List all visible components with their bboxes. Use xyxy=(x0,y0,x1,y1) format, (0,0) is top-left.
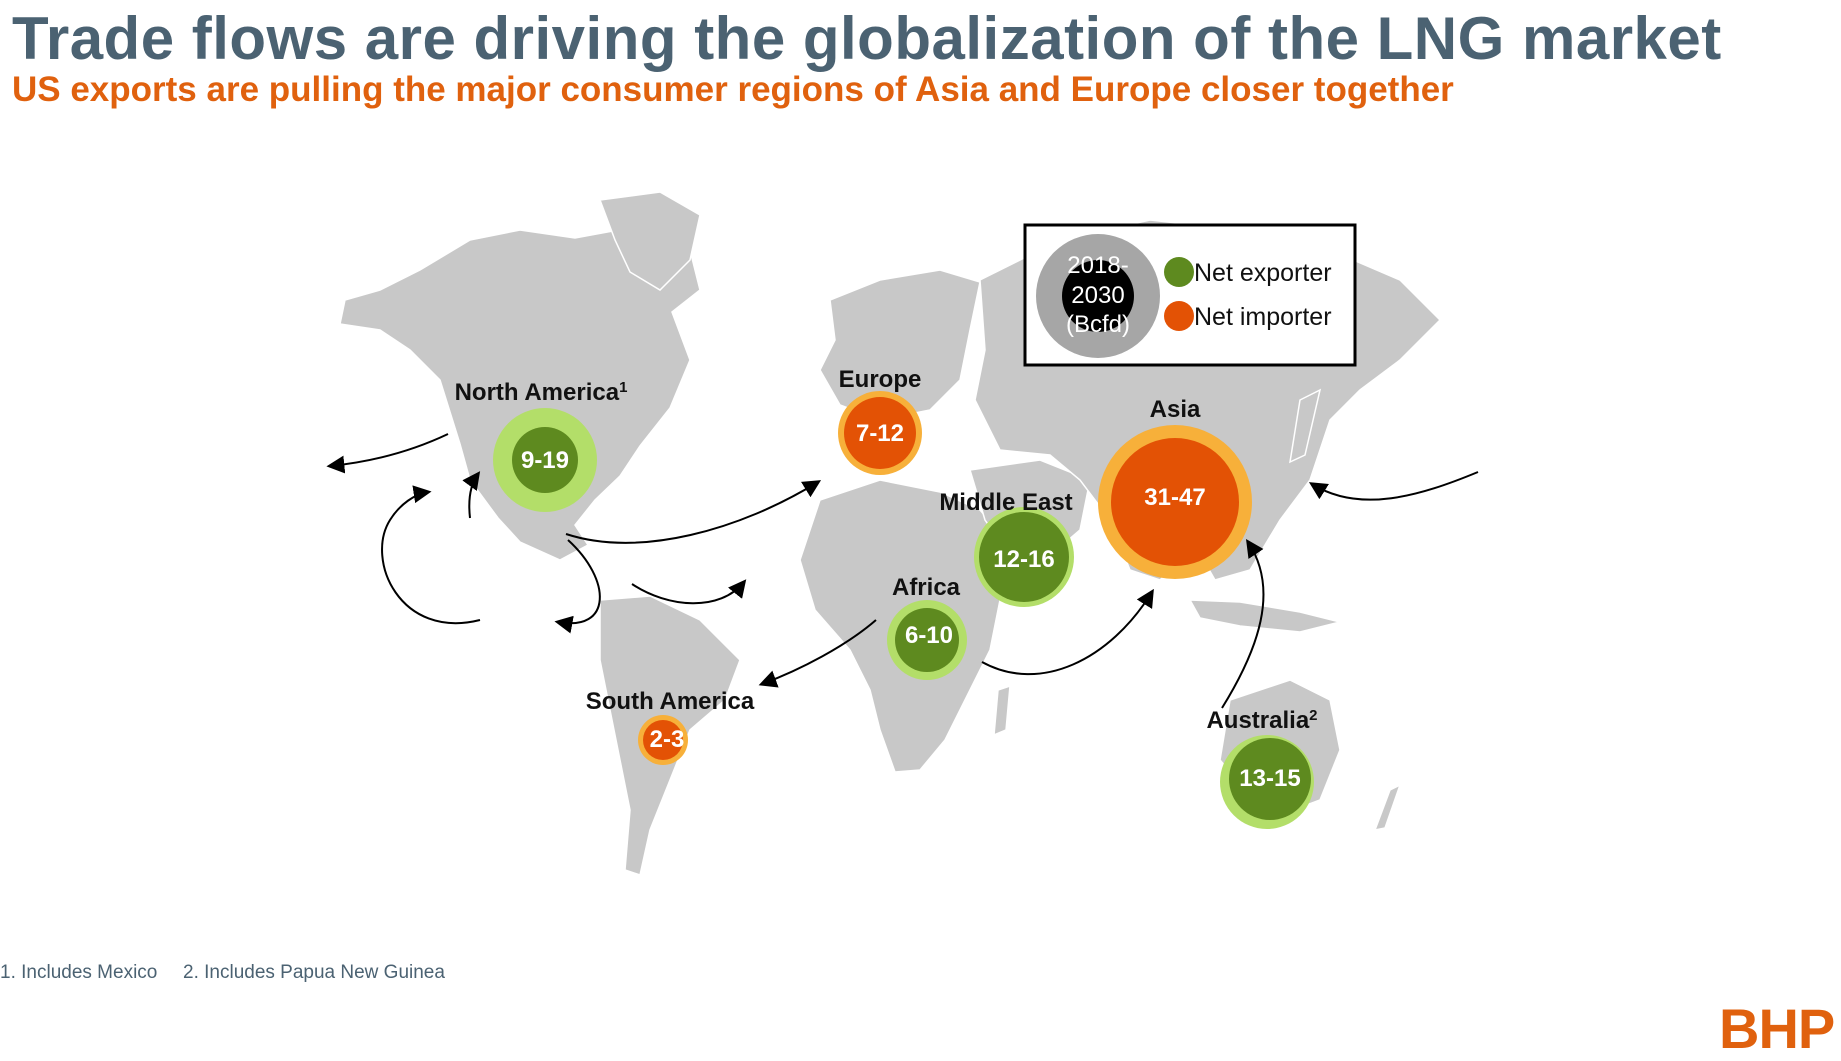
legend-period-line3: (Bcfd) xyxy=(1066,311,1130,338)
region-label: Australia2 xyxy=(1206,707,1317,734)
flow-arrow-us-to-europe xyxy=(565,480,822,544)
region-south-america: 2-3 South America xyxy=(586,688,755,765)
bubble-inner xyxy=(1111,438,1239,566)
page-title: Trade flows are driving the globalizatio… xyxy=(12,5,1722,72)
region-north-america: 9-19 North America1 xyxy=(455,379,628,512)
flow-arrow-us-to-middle-east xyxy=(631,579,747,605)
bubble-value: 7-12 xyxy=(856,420,904,447)
bubble-value: 2-3 xyxy=(650,726,685,753)
indonesia-landmass xyxy=(1188,599,1341,633)
legend-importer-label: Net importer xyxy=(1194,303,1332,331)
bhp-logo: BHP xyxy=(1719,997,1835,1060)
bubble-value: 9-19 xyxy=(521,447,569,474)
region-australia: 13-15 Australia2 xyxy=(1206,707,1318,829)
region-europe: 7-12 Europe xyxy=(838,366,922,475)
bubble-value: 31-47 xyxy=(1144,484,1205,511)
region-asia: 31-47 Asia xyxy=(1098,396,1252,579)
region-label: Asia xyxy=(1150,396,1201,423)
bubble-value: 12-16 xyxy=(993,546,1054,573)
flow-arrow-north-america-up xyxy=(462,471,481,519)
greenland-landmass xyxy=(598,191,701,291)
flow-arrow-africa-to-asia xyxy=(981,588,1154,676)
bubble-inner xyxy=(643,720,683,760)
region-label: Europe xyxy=(839,366,922,393)
flow-arrow-us-to-south-america xyxy=(554,539,601,634)
bubble-inner xyxy=(844,397,916,469)
bubble-inner xyxy=(979,512,1069,602)
north-america-landmass xyxy=(339,225,701,561)
europe-landmass xyxy=(819,269,981,421)
bubble-inner xyxy=(1229,738,1311,820)
region-label: Africa xyxy=(892,574,961,601)
flow-arrow-africa-to-south-america xyxy=(758,619,877,688)
flow-arrow-north-america-loop xyxy=(381,485,481,624)
flow-arrow-pacific-to-asia xyxy=(1308,471,1479,501)
flow-arrow-australia-to-asia xyxy=(1221,539,1265,709)
legend: 2018- 2030 (Bcfd) Net exporter Net impor… xyxy=(1023,223,1357,367)
legend-period-line1: 2018- xyxy=(1067,252,1128,279)
footnote-1: 1. Includes Mexico xyxy=(0,962,158,983)
bubble-inner xyxy=(512,427,578,493)
flow-arrow-north-america-west xyxy=(326,433,449,474)
trade-flow-arrows xyxy=(326,433,1479,709)
bubble-value: 6-10 xyxy=(905,622,953,649)
japan-landmass xyxy=(1289,388,1322,464)
legend-exporter-label: Net exporter xyxy=(1194,259,1332,287)
region-label: Middle East xyxy=(939,489,1072,516)
region-middle-east: 12-16 Middle East xyxy=(939,489,1074,607)
region-label: South America xyxy=(586,688,755,715)
page-subtitle: US exports are pulling the major consume… xyxy=(12,70,1454,109)
legend-exporter-swatch xyxy=(1164,257,1194,287)
region-africa: 6-10 Africa xyxy=(887,574,967,680)
legend-size-inner xyxy=(1062,260,1134,332)
region-label: North America1 xyxy=(455,379,628,406)
madagascar-landmass xyxy=(993,684,1011,737)
footnote-2: 2. Includes Papua New Guinea xyxy=(183,962,445,983)
new-zealand-landmass xyxy=(1373,783,1402,832)
legend-importer-swatch xyxy=(1164,301,1194,331)
bubble-inner xyxy=(895,608,959,672)
bubble-value: 13-15 xyxy=(1239,765,1300,792)
legend-period-line2: 2030 xyxy=(1071,282,1124,309)
